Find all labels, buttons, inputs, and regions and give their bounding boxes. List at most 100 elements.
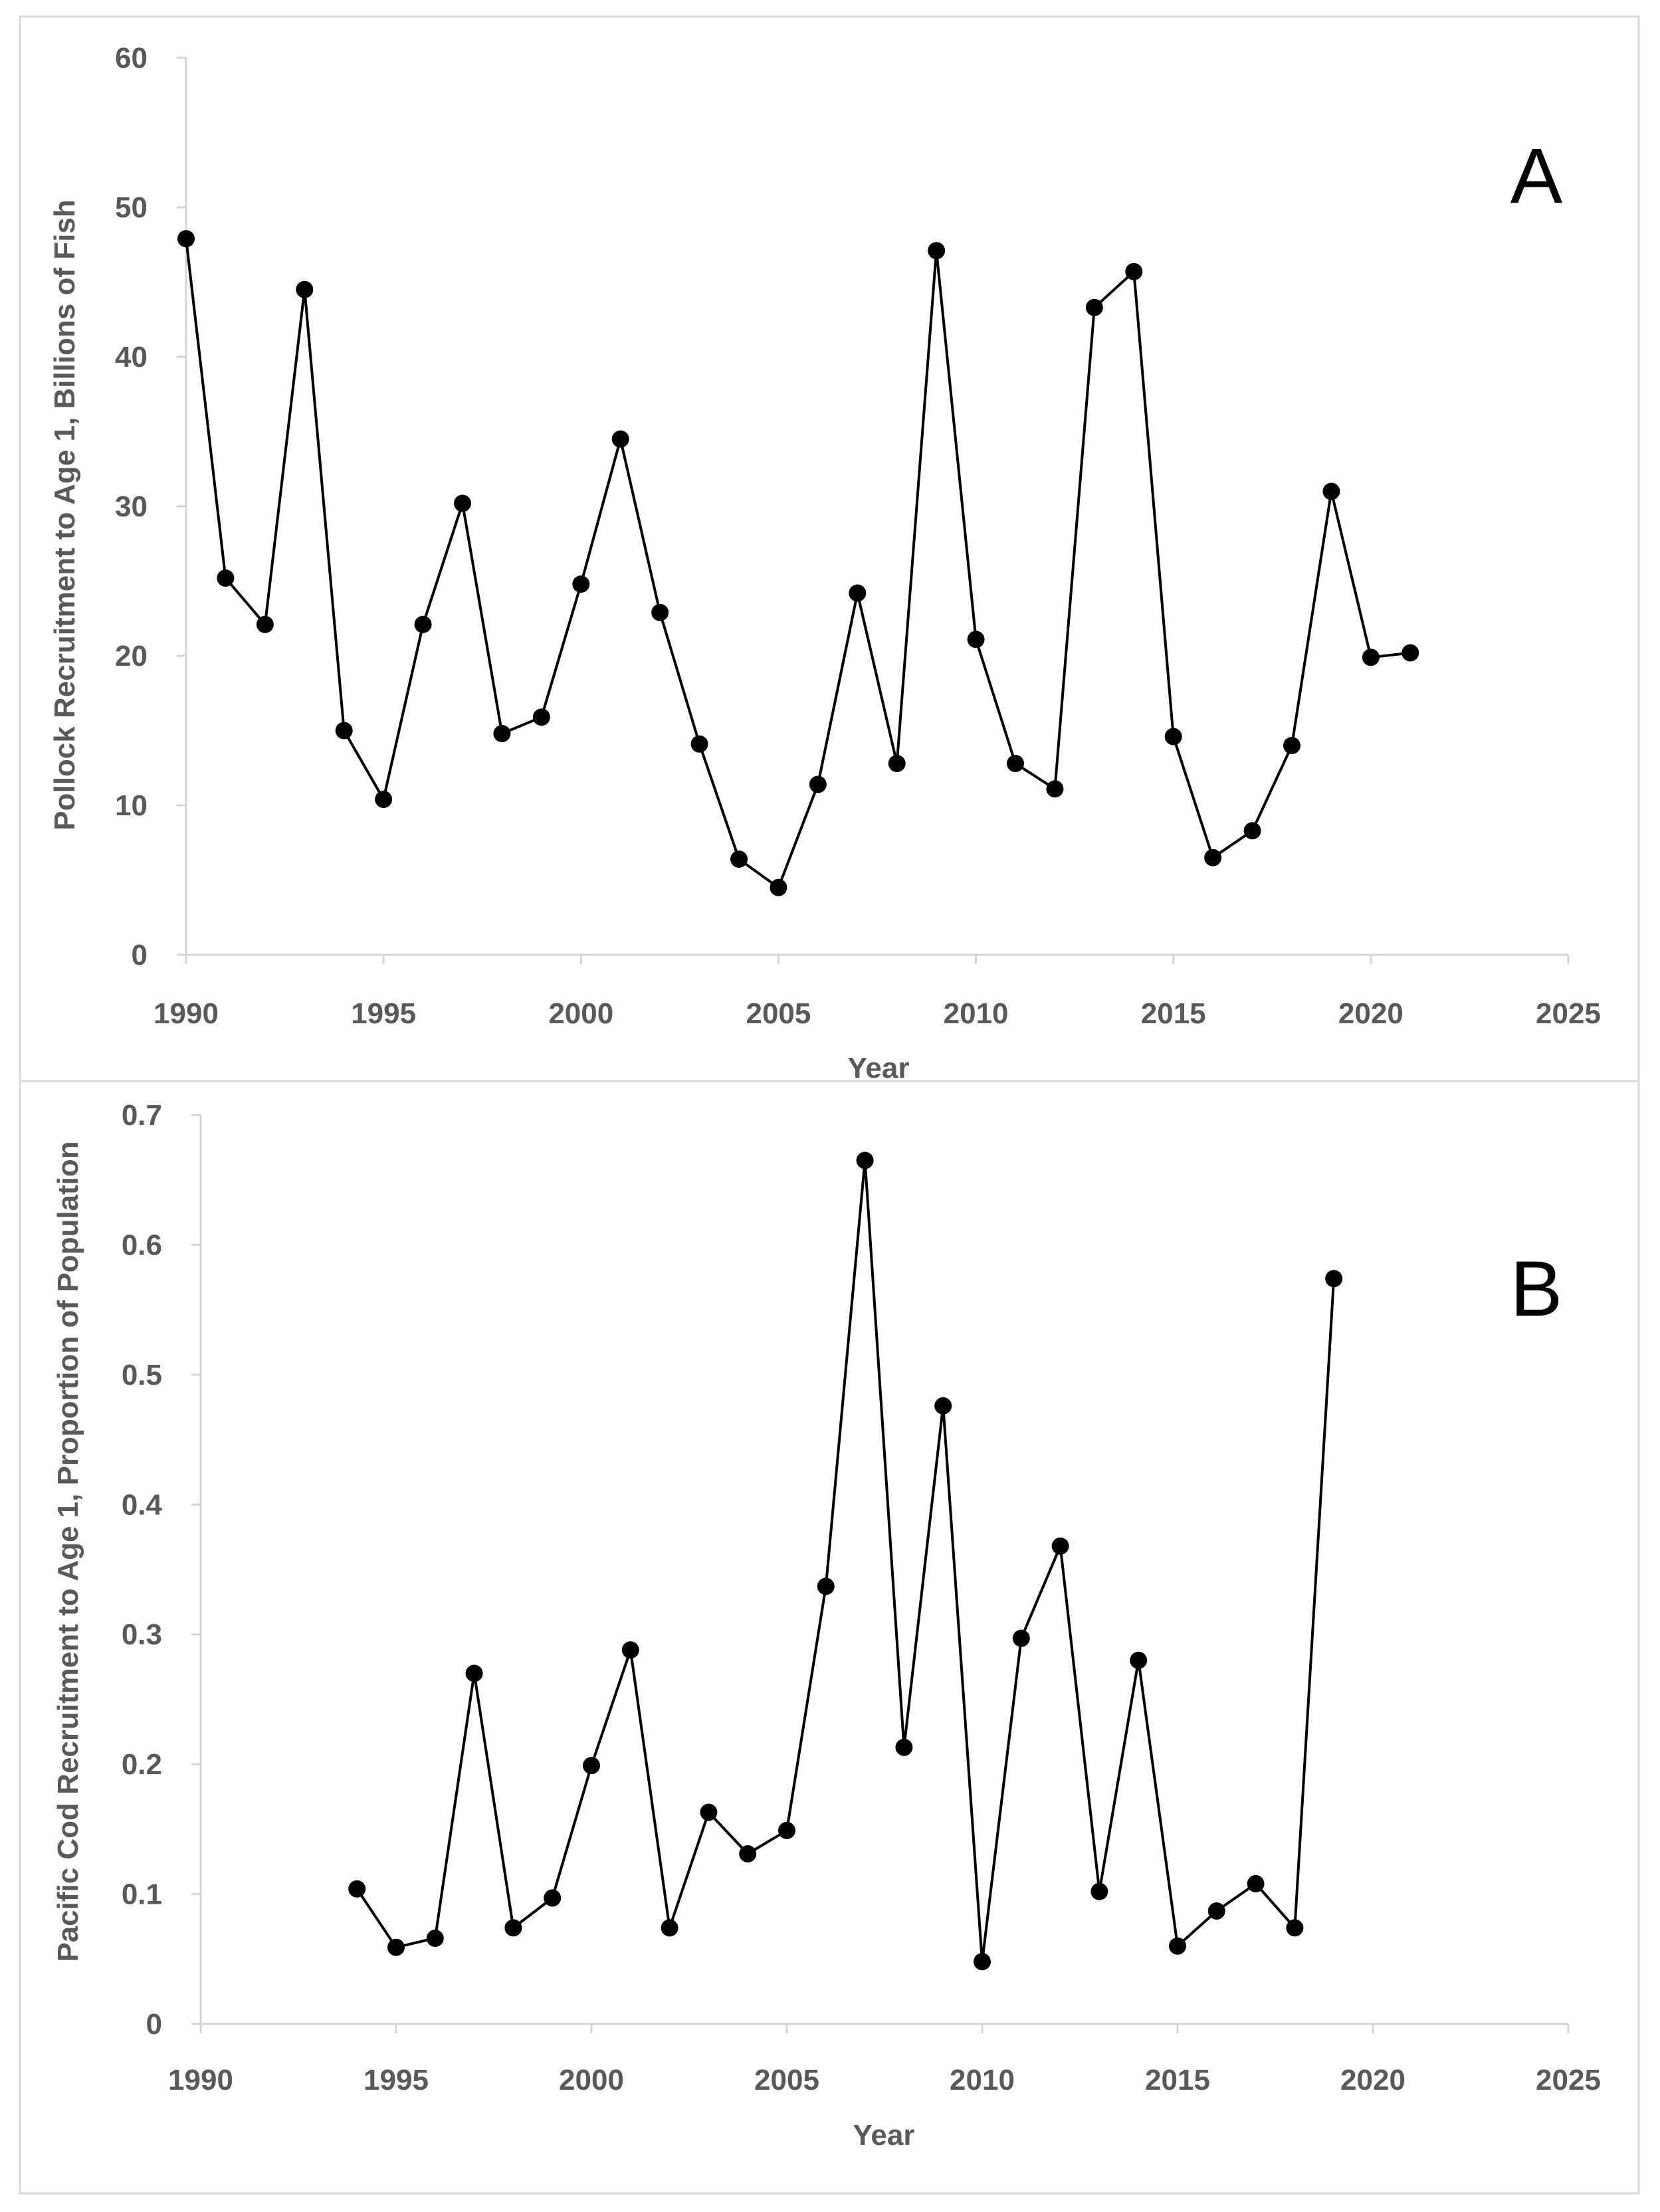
panel-b-data-point <box>739 1845 757 1862</box>
panel-a-x-tick-label: 2020 <box>1338 997 1403 1030</box>
panel-a-x-tick-label: 2010 <box>944 997 1009 1030</box>
panel-a-x-axis-title: Year <box>848 1052 910 1084</box>
panel-a-chart: 0 10 20 30 40 50 60 1990 1995 2000 2005 2010 2015 202… <box>115 42 1601 1030</box>
panel-a-data-point <box>730 851 748 868</box>
panel-a-y-tick-label: 60 <box>115 42 148 74</box>
panel-b-x-tick-label: 1990 <box>168 2064 233 2096</box>
panel-b-data-point <box>1090 1882 1108 1900</box>
panel-b-data-point <box>1247 1874 1265 1892</box>
panel-a-x-tick-label: 2015 <box>1141 997 1206 1030</box>
panel-b-data-point <box>778 1821 795 1839</box>
panel-b-y-tick-label: 0.1 <box>122 1878 162 1911</box>
panel-a-data-point <box>1007 755 1024 772</box>
panel-b-data-point <box>895 1738 913 1756</box>
panel-a-data-point <box>809 775 827 793</box>
panel-b-x-tick-label: 2005 <box>754 2064 819 2096</box>
panel-a-data-point <box>690 735 708 753</box>
panel-b-y-tick-label: 0.4 <box>122 1488 163 1521</box>
panel-a-data-point <box>177 230 195 248</box>
panel-b-y-tick-label: 0.3 <box>122 1619 162 1651</box>
panel-b-x-tick-label: 2015 <box>1145 2064 1210 2096</box>
panel-b-y-tick-label: 0.7 <box>122 1099 162 1132</box>
panel-b-x-tick-label: 2010 <box>950 2064 1015 2096</box>
panel-b-data-point <box>1012 1629 1030 1647</box>
panel-b-x-tick-label: 2025 <box>1536 2064 1601 2096</box>
panel-a-series-line <box>185 239 1411 889</box>
panel-a-y-tick-label: 10 <box>115 789 148 822</box>
panel-b-data-point <box>1169 1937 1186 1955</box>
panel-b-data-point <box>348 1880 366 1898</box>
panel-a-data-point <box>572 575 590 593</box>
panel-b-y-axis-title: Pacific Cod Recruitment to Age 1, Propor… <box>52 1141 84 1961</box>
panel-a-data-point <box>849 584 867 602</box>
panel-b-data-point <box>544 1889 562 1907</box>
panel-b-data-point <box>1286 1919 1304 1937</box>
panel-b-data-point <box>504 1919 522 1937</box>
panel-a-data-point <box>296 280 314 298</box>
panel-a-y-tick-label: 0 <box>132 939 148 971</box>
panel-b-data-point <box>661 1919 678 1937</box>
panel-a-data-point <box>414 615 432 633</box>
panel-b-data-point <box>583 1757 600 1775</box>
panel-b-data-point <box>700 1803 718 1821</box>
panel-a-data-point <box>611 430 629 448</box>
panel-a-data-point <box>1085 298 1103 316</box>
panel-a-y-tick-label: 40 <box>115 341 148 373</box>
panel-a-frame <box>19 15 1640 1082</box>
panel-b-x-tick-label: 1995 <box>363 2064 429 2096</box>
panel-b-data-point <box>1130 1651 1148 1669</box>
panel-b-data-point <box>465 1664 483 1682</box>
panel-a-data-point <box>335 722 353 740</box>
panel-b-data-point <box>426 1930 444 1948</box>
panel-a-data-point <box>1243 822 1261 840</box>
panel-b-x-tick-label: 2020 <box>1340 2064 1405 2096</box>
panel-a-data-point <box>1046 780 1064 798</box>
panel-b-y-tick-label: 0 <box>146 2008 162 2041</box>
panel-b-series-line <box>356 1159 1336 1963</box>
panel-a-x-tick-label: 2005 <box>746 997 811 1030</box>
panel-b-data-point <box>817 1577 835 1595</box>
panel-a-data-point <box>888 755 906 772</box>
panel-a-data-point <box>1125 262 1143 280</box>
panel-a-data-point <box>1204 849 1222 866</box>
panel-b-data-point <box>934 1397 952 1415</box>
panel-b-data-point <box>621 1641 639 1659</box>
panel-a-data-point <box>928 242 946 260</box>
panel-a-data-point <box>454 494 471 512</box>
panel-b-y-tick-label: 0.6 <box>122 1229 162 1261</box>
panel-b-data-point <box>1207 1902 1225 1920</box>
panel-a-data-point <box>256 615 274 633</box>
panel-b-x-tick-label: 2000 <box>559 2064 624 2096</box>
panel-a-data-point <box>493 725 511 742</box>
panel-a-y-tick-label: 50 <box>115 191 148 224</box>
panel-b-x-axis-title: Year <box>853 2119 915 2152</box>
panel-a-data-point <box>1164 728 1182 746</box>
panel-a-data-point <box>1362 649 1380 666</box>
panel-a-data-point <box>967 631 985 649</box>
panel-a-x-tick-label: 2000 <box>548 997 613 1030</box>
panel-b-data-point <box>1325 1270 1343 1288</box>
panel-a-data-point <box>375 791 393 808</box>
panel-a-y-tick-label: 20 <box>115 640 148 672</box>
panel-a-data-point <box>1283 737 1300 754</box>
panel-a-y-tick-label: 30 <box>115 490 148 523</box>
panel-b-data-point <box>974 1953 991 1971</box>
panel-a-x-tick-label: 2025 <box>1536 997 1601 1030</box>
panel-b-frame <box>19 1080 1640 2195</box>
panel-b-label: B <box>1510 1245 1563 1333</box>
panel-a-data-point <box>532 708 550 726</box>
panel-a-y-axis-title: Pollock Recruitment to Age 1, Billions o… <box>49 199 81 830</box>
panel-b-data-point <box>387 1938 405 1956</box>
panel-a-label: A <box>1510 132 1563 220</box>
panel-a-data-point <box>1322 482 1340 500</box>
panel-b-data-point <box>856 1152 874 1169</box>
panel-a-data-point <box>217 569 235 587</box>
panel-a-data-point <box>770 878 787 896</box>
panel-b-chart: 0 0.1 0.2 0.3 0.4 0.5 0.6 0.7 1990 1995 2000 2005 20… <box>122 1099 1601 2096</box>
panel-a-x-tick-label: 1995 <box>351 997 416 1030</box>
panel-b-y-tick-label: 0.2 <box>122 1748 162 1781</box>
panel-a-x-tick-label: 1990 <box>154 997 219 1030</box>
panel-a-data-point <box>651 603 669 621</box>
panel-b-data-point <box>1051 1537 1069 1555</box>
